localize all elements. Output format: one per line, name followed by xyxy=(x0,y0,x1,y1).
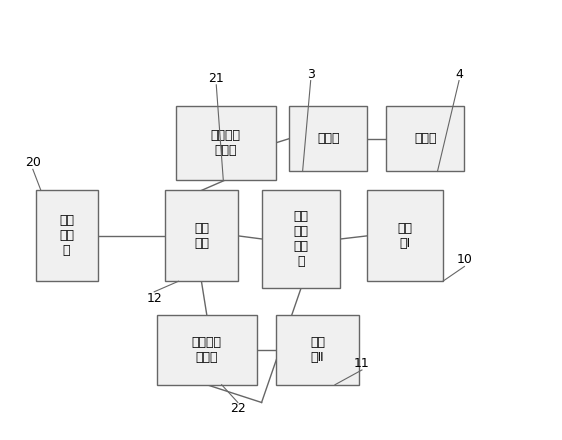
FancyBboxPatch shape xyxy=(386,106,464,172)
Text: 继电器: 继电器 xyxy=(317,132,339,145)
Text: 控制
模块: 控制 模块 xyxy=(194,222,209,250)
Text: 3: 3 xyxy=(307,68,315,81)
FancyBboxPatch shape xyxy=(275,315,359,385)
Text: 12: 12 xyxy=(146,292,162,305)
Text: 吸气机: 吸气机 xyxy=(414,132,437,145)
Text: 电磁
阀Ⅱ: 电磁 阀Ⅱ xyxy=(310,336,325,364)
Text: 10: 10 xyxy=(456,253,473,267)
Text: 4: 4 xyxy=(455,68,463,81)
FancyBboxPatch shape xyxy=(35,191,98,281)
FancyBboxPatch shape xyxy=(262,191,341,288)
Text: 温度
传感
器: 温度 传感 器 xyxy=(59,214,74,257)
FancyBboxPatch shape xyxy=(165,191,238,281)
FancyBboxPatch shape xyxy=(368,191,443,281)
Text: 电磁阀控
制电路: 电磁阀控 制电路 xyxy=(192,336,222,364)
Text: 20: 20 xyxy=(25,156,41,169)
Text: 电磁
阀Ⅰ: 电磁 阀Ⅰ xyxy=(397,222,413,250)
FancyBboxPatch shape xyxy=(157,315,257,385)
Text: 22: 22 xyxy=(230,403,246,415)
FancyBboxPatch shape xyxy=(176,106,275,180)
Text: 21: 21 xyxy=(209,72,224,85)
FancyBboxPatch shape xyxy=(289,106,368,172)
Text: 11: 11 xyxy=(354,357,370,370)
Text: 继电器控
制电路: 继电器控 制电路 xyxy=(211,129,241,157)
Text: 电磁
阀控
制电
路: 电磁 阀控 制电 路 xyxy=(294,210,309,268)
